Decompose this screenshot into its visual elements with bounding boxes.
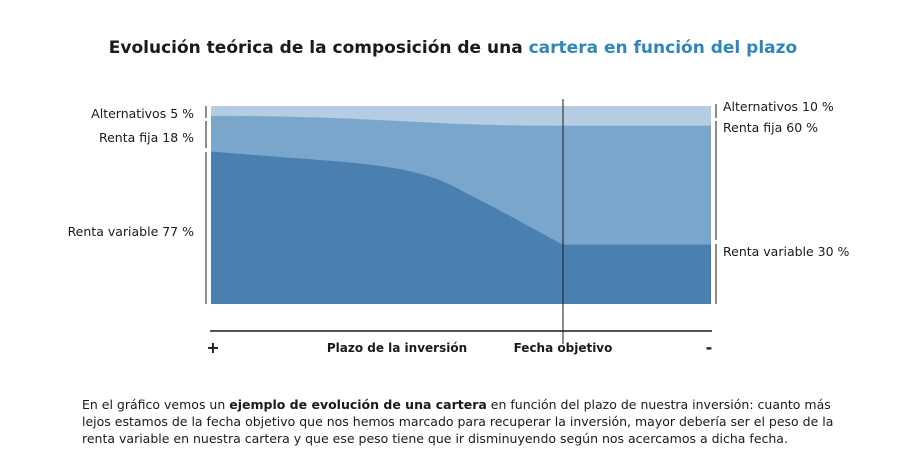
description-text-1: En el gráfico vemos un xyxy=(82,397,230,412)
chart-title-main: Evolución teórica de la composición de u… xyxy=(108,38,529,58)
axis-sign-plus: + xyxy=(206,338,219,357)
chart-title-highlight: cartera en función del plazo xyxy=(528,38,798,58)
label-end-alternativos: Alternativos 10 % xyxy=(723,99,834,114)
axis-label-plazo: Plazo de la inversión xyxy=(327,341,467,355)
description-text-2: en función del plazo de nuestra inversió… xyxy=(82,397,834,446)
label-end-renta-variable: Renta variable 30 % xyxy=(723,244,850,259)
chart-title: Evolución teórica de la composición de u… xyxy=(0,38,906,58)
label-start-renta-variable: Renta variable 77 % xyxy=(68,224,195,239)
label-end-renta-fija: Renta fija 60 % xyxy=(723,120,818,135)
axis-sign-minus: - xyxy=(706,338,713,357)
description: En el gráfico vemos un ejemplo de evoluc… xyxy=(82,396,852,447)
label-start-alternativos: Alternativos 5 % xyxy=(91,106,194,121)
description-bold: ejemplo de evolución de una cartera xyxy=(229,397,487,412)
label-start-renta-fija: Renta fija 18 % xyxy=(99,130,194,145)
axis-label-fecha-objetivo: Fecha objetivo xyxy=(514,341,613,355)
area-renta-variable xyxy=(211,151,711,304)
